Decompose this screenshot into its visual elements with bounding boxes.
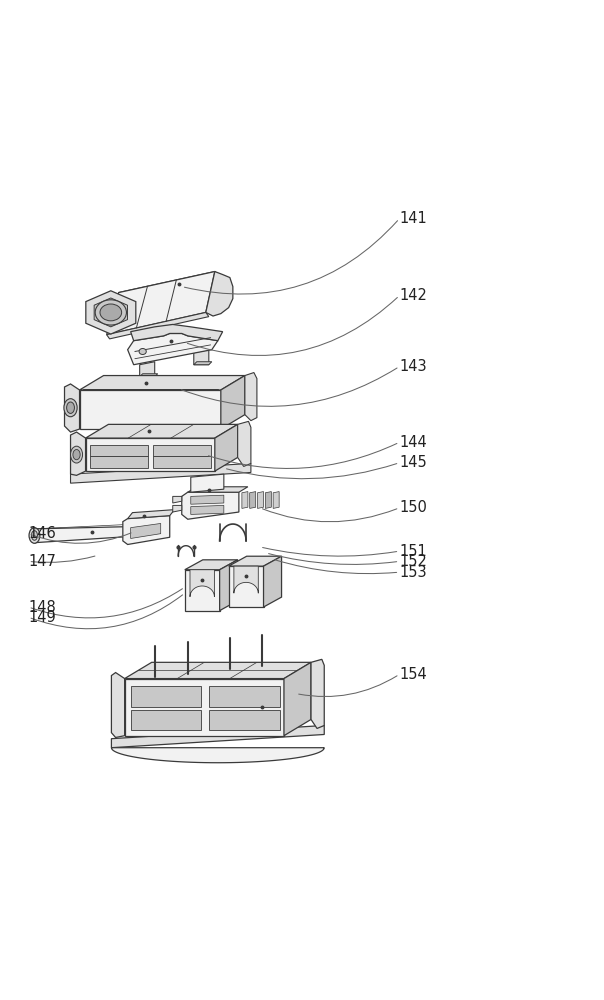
Polygon shape	[86, 291, 136, 334]
Polygon shape	[242, 492, 248, 508]
Polygon shape	[130, 710, 201, 730]
Polygon shape	[185, 570, 220, 611]
Polygon shape	[220, 560, 237, 611]
Ellipse shape	[100, 304, 121, 321]
Polygon shape	[265, 492, 271, 508]
Polygon shape	[86, 438, 215, 471]
Polygon shape	[215, 424, 237, 471]
Polygon shape	[191, 495, 224, 504]
Polygon shape	[106, 272, 215, 335]
Polygon shape	[94, 298, 127, 327]
Polygon shape	[123, 516, 170, 544]
Ellipse shape	[139, 348, 146, 355]
Polygon shape	[234, 566, 259, 593]
Ellipse shape	[73, 449, 80, 460]
Polygon shape	[111, 725, 324, 748]
Polygon shape	[194, 350, 209, 365]
Text: 143: 143	[399, 359, 427, 374]
Polygon shape	[111, 673, 124, 737]
Polygon shape	[80, 376, 245, 390]
Polygon shape	[34, 526, 137, 543]
Polygon shape	[191, 474, 224, 492]
Polygon shape	[237, 421, 251, 466]
Ellipse shape	[29, 528, 40, 543]
Polygon shape	[173, 496, 182, 503]
Text: 141: 141	[399, 211, 427, 226]
Polygon shape	[140, 362, 155, 377]
Text: 148: 148	[28, 600, 56, 615]
Polygon shape	[185, 560, 237, 570]
Polygon shape	[65, 384, 80, 432]
Polygon shape	[124, 679, 284, 736]
Ellipse shape	[71, 446, 83, 463]
Text: 147: 147	[28, 554, 56, 569]
Polygon shape	[311, 659, 324, 728]
Text: 151: 151	[399, 544, 427, 559]
Polygon shape	[245, 373, 257, 421]
Text: 149: 149	[28, 610, 56, 625]
Polygon shape	[229, 556, 281, 566]
Polygon shape	[106, 312, 209, 339]
Polygon shape	[80, 390, 221, 429]
Polygon shape	[257, 492, 263, 508]
Text: 144: 144	[399, 435, 427, 450]
Polygon shape	[188, 487, 248, 492]
Polygon shape	[249, 492, 255, 508]
Text: 142: 142	[399, 288, 427, 303]
Polygon shape	[140, 374, 158, 377]
Polygon shape	[209, 710, 280, 730]
Polygon shape	[194, 362, 212, 365]
Polygon shape	[118, 272, 221, 299]
Ellipse shape	[31, 531, 37, 540]
Text: 152: 152	[399, 554, 427, 569]
Polygon shape	[71, 432, 86, 475]
Polygon shape	[209, 686, 280, 707]
Polygon shape	[111, 748, 324, 763]
Polygon shape	[229, 566, 263, 607]
Ellipse shape	[95, 300, 126, 325]
Text: 150: 150	[399, 500, 427, 515]
Polygon shape	[182, 492, 239, 519]
Polygon shape	[130, 523, 161, 538]
Ellipse shape	[64, 399, 77, 417]
Polygon shape	[71, 463, 251, 483]
Polygon shape	[127, 510, 175, 519]
Polygon shape	[153, 445, 211, 456]
Polygon shape	[273, 492, 279, 508]
Text: 146: 146	[28, 526, 56, 541]
Polygon shape	[206, 272, 233, 316]
Polygon shape	[86, 424, 237, 438]
Ellipse shape	[66, 402, 74, 413]
Text: 145: 145	[399, 455, 427, 470]
Polygon shape	[91, 456, 148, 468]
Polygon shape	[190, 570, 214, 597]
Polygon shape	[127, 333, 218, 365]
Polygon shape	[173, 505, 182, 512]
Text: 153: 153	[399, 565, 427, 580]
Polygon shape	[191, 505, 224, 514]
Text: 154: 154	[399, 667, 427, 682]
Polygon shape	[153, 456, 211, 468]
Polygon shape	[221, 376, 245, 429]
Polygon shape	[130, 686, 201, 707]
Polygon shape	[263, 556, 281, 607]
Polygon shape	[124, 662, 311, 679]
Polygon shape	[130, 324, 223, 341]
Polygon shape	[284, 662, 311, 736]
Polygon shape	[91, 445, 148, 456]
